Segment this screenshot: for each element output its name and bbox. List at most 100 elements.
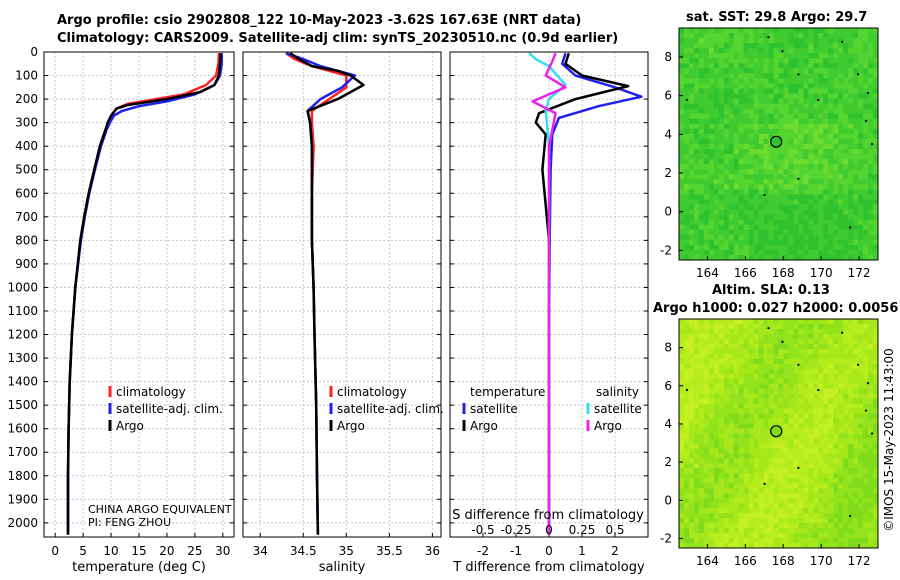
sst_map-cell — [743, 159, 750, 165]
sst_map-cell — [798, 224, 804, 231]
sla_map-cell — [788, 453, 794, 459]
sla_map-cell — [863, 319, 869, 325]
sst_map-cell — [688, 133, 695, 140]
sst_map-cell — [763, 73, 769, 79]
sla_map-cell — [783, 323, 789, 330]
sst_map-cell — [858, 88, 864, 94]
sla_map-cell — [748, 538, 755, 544]
sst_map-cell — [753, 28, 760, 34]
sst_map-cell — [763, 169, 769, 175]
sla_map-cell — [718, 408, 725, 414]
sst_map-cell — [843, 254, 849, 261]
sla_map-cell — [838, 453, 844, 459]
sla_map-cell — [738, 508, 745, 514]
sst_map-cell — [833, 199, 839, 205]
sst_map-cell — [683, 133, 690, 140]
sst_map-cell — [843, 93, 849, 100]
sla_map-cell — [679, 518, 685, 524]
sst_map-cell — [683, 234, 690, 241]
sla_map-cell — [698, 393, 705, 400]
sla_map-cell — [683, 348, 690, 355]
sla_map-cell — [853, 508, 859, 514]
sla_map-cell — [838, 503, 844, 509]
sst_map-cell — [778, 43, 784, 49]
temperature-ytick-label: 1700 — [7, 445, 38, 459]
sla_map-cell — [738, 538, 745, 544]
sst_map-cell — [758, 209, 764, 216]
sst_map-cell — [743, 174, 750, 180]
sla_map-cell — [708, 508, 715, 514]
sla_map-cell — [738, 448, 745, 454]
sla_map-cell — [873, 358, 879, 365]
sla_map-cell — [758, 398, 764, 405]
sst_map-cell — [808, 83, 814, 89]
sla_map-cell — [828, 543, 834, 549]
sla_map-cell — [723, 483, 730, 489]
sla_map-cell — [863, 423, 869, 429]
sst_map-cell — [798, 58, 804, 64]
sla_map-cell — [823, 458, 829, 464]
sst_map-cell — [703, 159, 710, 165]
sst_map-cell — [688, 53, 695, 59]
sst_map-cell — [798, 214, 804, 221]
sla_map-cell — [753, 343, 760, 350]
sst_map-cell — [853, 83, 859, 89]
sla_map-cell — [698, 463, 705, 469]
sst_map-cell — [763, 219, 769, 226]
sla_map-cell — [688, 513, 695, 519]
sst_map-cell — [853, 43, 859, 49]
sst_map-cell — [828, 113, 834, 120]
sst_map-cell — [753, 169, 760, 175]
sst_map-cell — [873, 113, 879, 120]
sla_map-cell — [808, 418, 814, 424]
sla_map-cell — [679, 508, 685, 514]
sst_map-cell — [813, 179, 819, 185]
sla_map-cell — [688, 498, 695, 504]
sst_map-cell — [793, 154, 799, 160]
sla_map-cell — [718, 363, 725, 370]
sla_map-cell — [813, 538, 819, 544]
sst_map-cell — [738, 118, 745, 125]
sla_map-cell — [753, 503, 760, 509]
sla_map-cell — [748, 488, 755, 494]
sla_map-cell — [798, 538, 804, 544]
sla_map-cell — [788, 428, 794, 434]
sst_map-cell — [853, 144, 859, 150]
sla_map-cell — [788, 338, 794, 345]
sst_map-cell — [783, 53, 789, 59]
sla_map-cell — [808, 473, 814, 479]
sst_map-cell — [758, 103, 764, 110]
sst_map-cell — [743, 209, 750, 216]
sst_map-cell — [693, 73, 700, 79]
sst_map-cell — [748, 98, 755, 105]
sst_map-cell — [728, 93, 735, 100]
sla_map-cell — [728, 483, 735, 489]
sla_map-cell — [679, 378, 685, 385]
sst_map-cell — [803, 219, 809, 226]
sla_map-cell — [683, 328, 690, 335]
sst_map-cell — [679, 204, 685, 210]
sla_map-cell — [693, 343, 700, 350]
sla_map-cell — [803, 473, 809, 479]
sst_map-cell — [808, 93, 814, 100]
sla_map-cell — [708, 398, 715, 405]
sla_map-island — [797, 363, 800, 366]
sst_map-cell — [743, 103, 750, 110]
sst_map-cell — [803, 98, 809, 105]
sst_map-cell — [688, 159, 695, 165]
sla_map-cell — [688, 338, 695, 345]
sst_map-cell — [723, 154, 730, 160]
sst_map-cell — [773, 194, 779, 200]
sst_map-cell — [679, 224, 685, 231]
sla_map-cell — [833, 383, 839, 390]
sla_map-cell — [793, 418, 799, 424]
sst_map-cell — [823, 159, 829, 165]
sla_map-cell — [858, 358, 864, 365]
sla_map-cell — [738, 393, 745, 400]
sla_map-cell — [838, 533, 844, 539]
sla_map-cell — [693, 518, 700, 524]
sla_map-cell — [683, 338, 690, 345]
sla_map-cell — [838, 358, 844, 365]
sst_map-cell — [863, 83, 869, 89]
sla_map-cell — [768, 338, 774, 345]
